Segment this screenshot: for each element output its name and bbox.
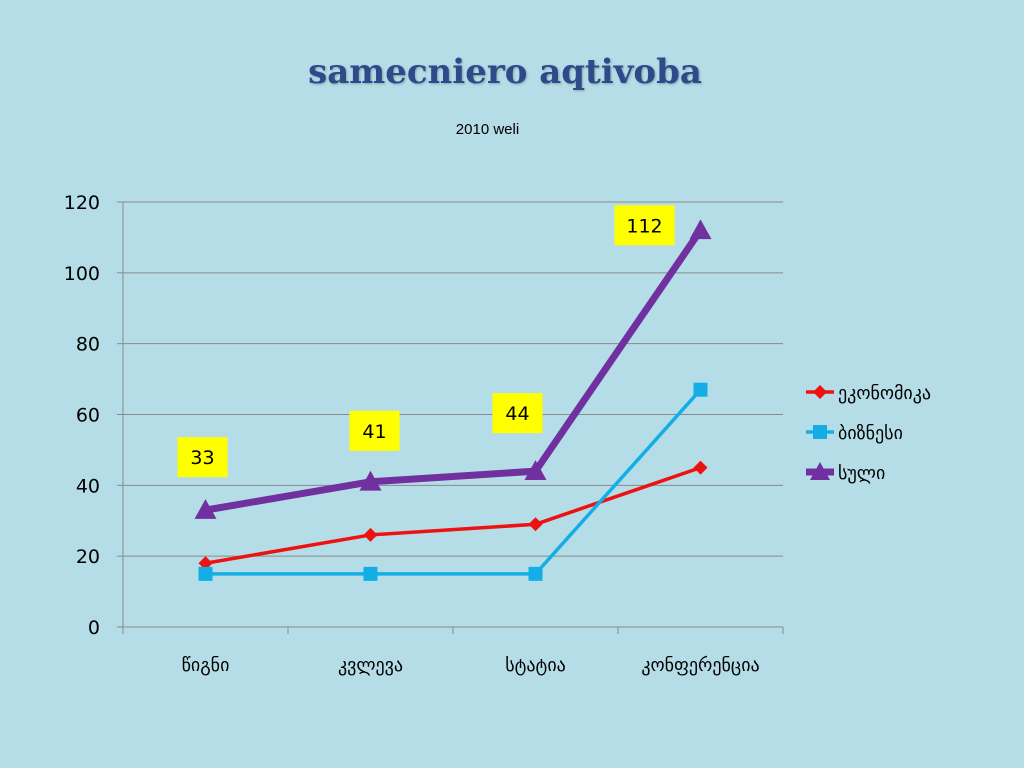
- y-tick-label: 20: [76, 546, 100, 568]
- data-point: [810, 462, 830, 480]
- data-label-layer: 33 41 44 112: [177, 205, 675, 478]
- data-point: [524, 460, 547, 480]
- grid-layer: [123, 201, 783, 557]
- data-label: 33: [190, 447, 214, 469]
- data-point: [363, 527, 378, 542]
- x-tick-label: კვლევა: [338, 655, 403, 676]
- data-point: [194, 499, 217, 519]
- legend-label: სული: [838, 463, 885, 484]
- axis-layer: 0 20 40 60 80 100 120 წიგნი კვლევა სტატია კონფერენ…: [64, 192, 784, 676]
- y-tick-label: 120: [64, 192, 100, 214]
- data-label-box: [492, 393, 543, 434]
- data-point: [363, 566, 378, 581]
- data-label-box: [614, 205, 675, 246]
- y-tick-label: 40: [76, 475, 100, 497]
- chart-title: samecniero aqtivoba: [308, 52, 702, 92]
- data-point: [528, 517, 543, 532]
- data-label: 112: [626, 215, 662, 237]
- series-line: [205, 465, 702, 565]
- legend-label: ეკონომიკა: [838, 383, 931, 404]
- legend: ეკონომიკა ბიზნესი სული: [806, 383, 931, 484]
- legend-label: ბიზნესი: [838, 423, 903, 444]
- y-tick-label: 100: [64, 263, 100, 285]
- data-label: 41: [362, 421, 386, 443]
- y-tick-label: 60: [76, 405, 100, 427]
- x-tick-label: სტატია: [505, 655, 566, 676]
- x-tick-label: წიგნი: [182, 655, 230, 676]
- series-line: [205, 388, 702, 576]
- y-tick-label: 0: [88, 617, 100, 639]
- data-point: [359, 470, 382, 491]
- data-label-box: [349, 410, 400, 451]
- data-point: [813, 425, 827, 439]
- data-point: [693, 382, 708, 397]
- data-point: [689, 219, 712, 240]
- data-point: [198, 566, 213, 581]
- chart-subtitle: 2010 weli: [455, 121, 520, 138]
- y-tick-label: 80: [76, 334, 100, 356]
- data-label: 44: [505, 403, 529, 425]
- data-point: [813, 385, 827, 399]
- data-point: [198, 556, 213, 571]
- series-layer: [194, 219, 712, 581]
- data-point: [528, 566, 543, 581]
- data-label-box: [177, 437, 228, 478]
- data-point: [693, 460, 708, 475]
- series-line: [204, 228, 704, 514]
- x-tick-label: კონფერენცია: [641, 655, 759, 676]
